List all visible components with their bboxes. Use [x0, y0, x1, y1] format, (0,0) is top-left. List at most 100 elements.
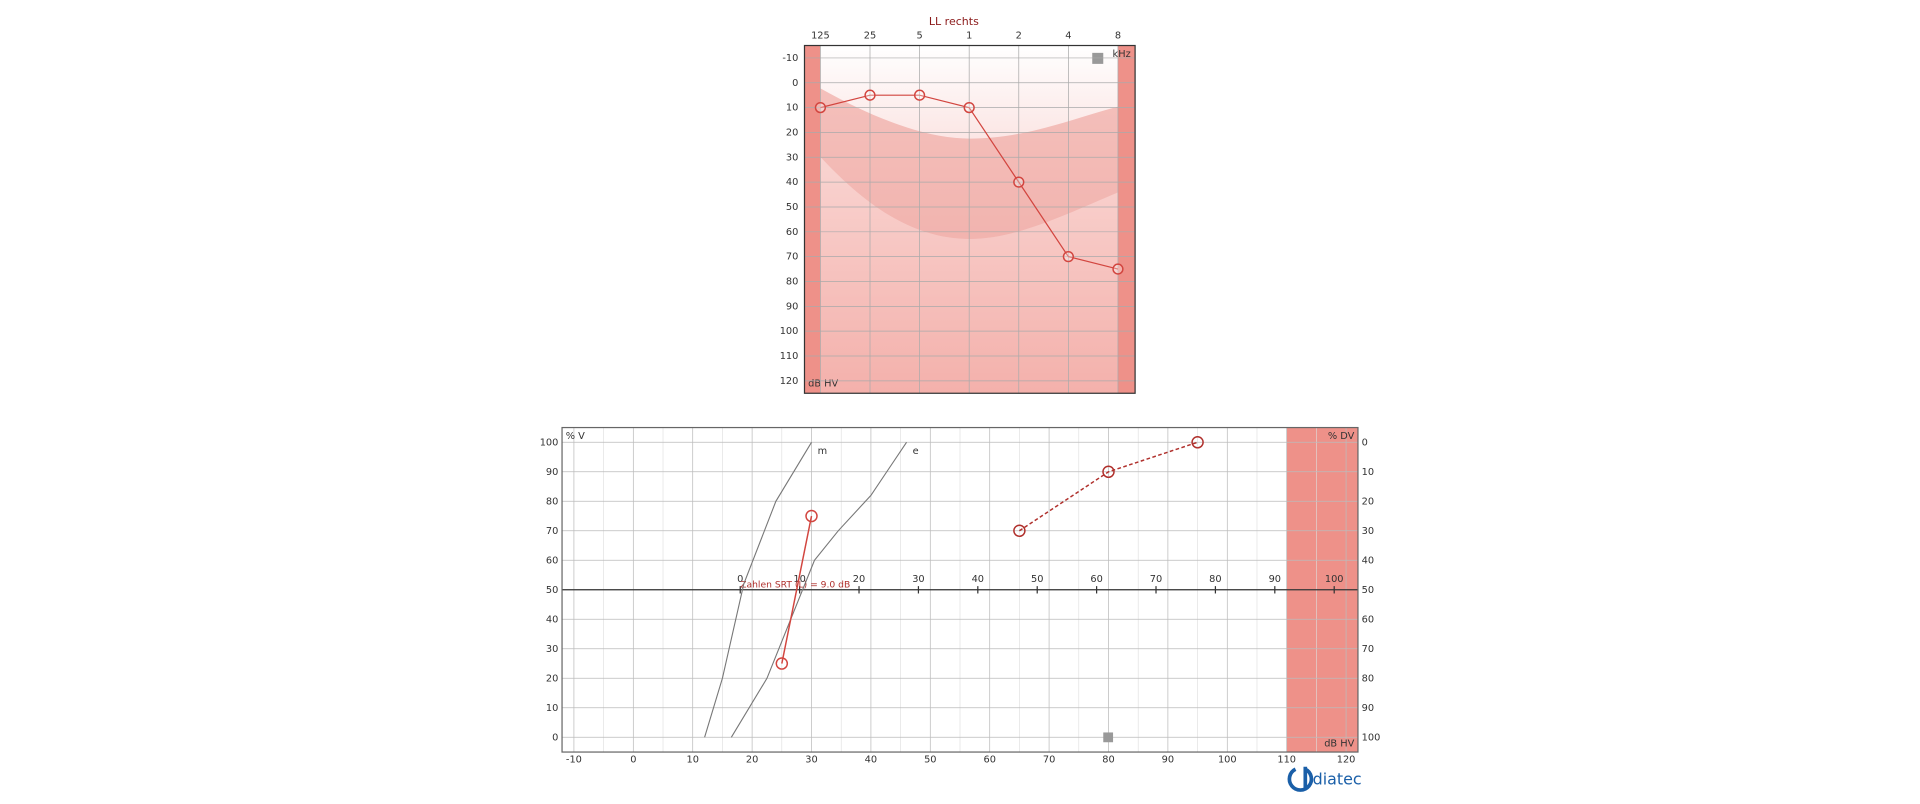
curve-label: m [818, 446, 828, 457]
side-strip [1117, 45, 1136, 394]
x-tick-label: 110 [1277, 754, 1296, 765]
y-tick-label: 100 [780, 326, 799, 337]
reference-curve [704, 442, 812, 738]
data-point [1013, 524, 1026, 538]
series-line [820, 94, 1119, 270]
y-tick-label: 80 [546, 496, 558, 507]
y-tick-label: 70 [786, 252, 798, 263]
y-tick-label: 70 [546, 526, 558, 537]
logo-mark [1287, 766, 1314, 792]
x-tick-label: 8 [1115, 31, 1121, 42]
x-tick-label: 10 [686, 754, 698, 765]
plot-frame [561, 426, 1359, 753]
x2-tick-label: 100 [1325, 574, 1344, 585]
x-tick-label: 0 [630, 754, 636, 765]
marker-icon [1103, 732, 1114, 743]
y-tick-label: 0 [552, 732, 558, 743]
x-tick-label: 125 [811, 31, 830, 42]
y-tick-label: 40 [546, 614, 558, 625]
data-point [1112, 263, 1124, 275]
audiogram: LL rechts kHz dB HV 125 25 5 1 2 4 8 -10 0 10 20 30 40 5… [780, 15, 1136, 394]
chart-title: LL rechts [929, 15, 979, 28]
y2-tick-label: 10 [1362, 467, 1374, 478]
x-tick-label: 50 [924, 754, 936, 765]
y-unit: % V [566, 431, 585, 442]
x-tick-label: 40 [865, 754, 877, 765]
y-tick-label: 90 [546, 467, 558, 478]
x-tick-label: -10 [566, 754, 582, 765]
x2-tick-label: 60 [1090, 574, 1102, 585]
x2-tick-label: 70 [1150, 574, 1162, 585]
y2-tick-label: 100 [1362, 732, 1381, 743]
logo: diatec [1313, 770, 1362, 789]
x2-tick-label: 30 [912, 574, 924, 585]
y-tick-label: 10 [786, 103, 798, 114]
y-tick-label: -10 [782, 53, 798, 64]
y2-tick-label: 90 [1362, 703, 1374, 714]
series-line [1018, 441, 1198, 532]
y-tick-label: 20 [786, 127, 798, 138]
y-tick-label: 50 [546, 585, 558, 596]
y-tick-label: 60 [546, 555, 558, 566]
plot-frame [803, 44, 1136, 394]
y-tick-label: 20 [546, 673, 558, 684]
y2-unit: % DV [1328, 431, 1355, 442]
y-unit: dB HV [808, 378, 838, 389]
y2-tick-label: 20 [1362, 496, 1374, 507]
x2-tick-label: 80 [1209, 574, 1221, 585]
curve-label: e [913, 446, 919, 457]
data-point [963, 101, 975, 114]
y-tick-label: 90 [786, 301, 798, 312]
x-tick-label: 80 [1102, 754, 1114, 765]
y2-tick-label: 60 [1362, 614, 1374, 625]
y2-tick-label: 30 [1362, 526, 1374, 537]
y-tick-label: 30 [546, 644, 558, 655]
x-tick-label: 30 [805, 754, 817, 765]
x-tick-label: 60 [983, 754, 995, 765]
x-unit: dB HV [1324, 738, 1354, 749]
x-unit: kHz [1113, 49, 1131, 60]
data-point [775, 657, 789, 670]
data-point [864, 89, 876, 101]
y-tick-label: 110 [780, 351, 799, 362]
data-point [805, 509, 818, 523]
data-point [1102, 465, 1115, 479]
y-tick-label: 40 [786, 177, 798, 188]
x2-tick-label: 20 [853, 574, 865, 585]
speech-audiogram: -10 0 10 20 30 40 50 60 70 80 90 100 110 120010203040… [540, 427, 1381, 765]
x-tick-label: 100 [1218, 754, 1237, 765]
x-tick-label: 20 [746, 754, 758, 765]
x2-tick-label: 40 [972, 574, 984, 585]
data-point [913, 89, 926, 101]
y2-tick-label: 70 [1362, 644, 1374, 655]
y-tick-label: 30 [786, 152, 798, 163]
marker-icon [1092, 52, 1104, 64]
y-tick-label: 50 [786, 202, 798, 213]
side-strip [804, 45, 821, 394]
x-tick-label: 70 [1043, 754, 1055, 765]
x2-tick-label: 50 [1031, 574, 1043, 585]
y2-tick-label: 80 [1362, 673, 1374, 684]
y-tick-label: 120 [780, 376, 799, 387]
y2-tick-label: 0 [1362, 437, 1368, 448]
series-line [781, 515, 813, 664]
data-point [1062, 251, 1074, 263]
y-tick-label: 60 [786, 227, 798, 238]
y2-tick-label: 50 [1362, 585, 1374, 596]
y-tick-label: 100 [540, 437, 559, 448]
y-tick-label: 0 [792, 78, 798, 89]
x-tick-label: 120 [1337, 754, 1356, 765]
x-tick-label: 1 [966, 31, 972, 42]
annotation: Zahlen SRT (L) = 9.0 dB [740, 579, 850, 590]
x2-tick-label: 90 [1269, 574, 1281, 585]
x-tick-label: 25 [864, 31, 876, 42]
x2-tick-label: 10 [793, 574, 805, 585]
y2-tick-label: 40 [1362, 555, 1374, 566]
data-point [1013, 176, 1025, 188]
x-tick-label: 90 [1162, 754, 1174, 765]
data-point [1191, 436, 1204, 449]
data-point [814, 101, 827, 114]
x-tick-label: 5 [916, 31, 922, 42]
y-tick-label: 80 [786, 276, 798, 287]
